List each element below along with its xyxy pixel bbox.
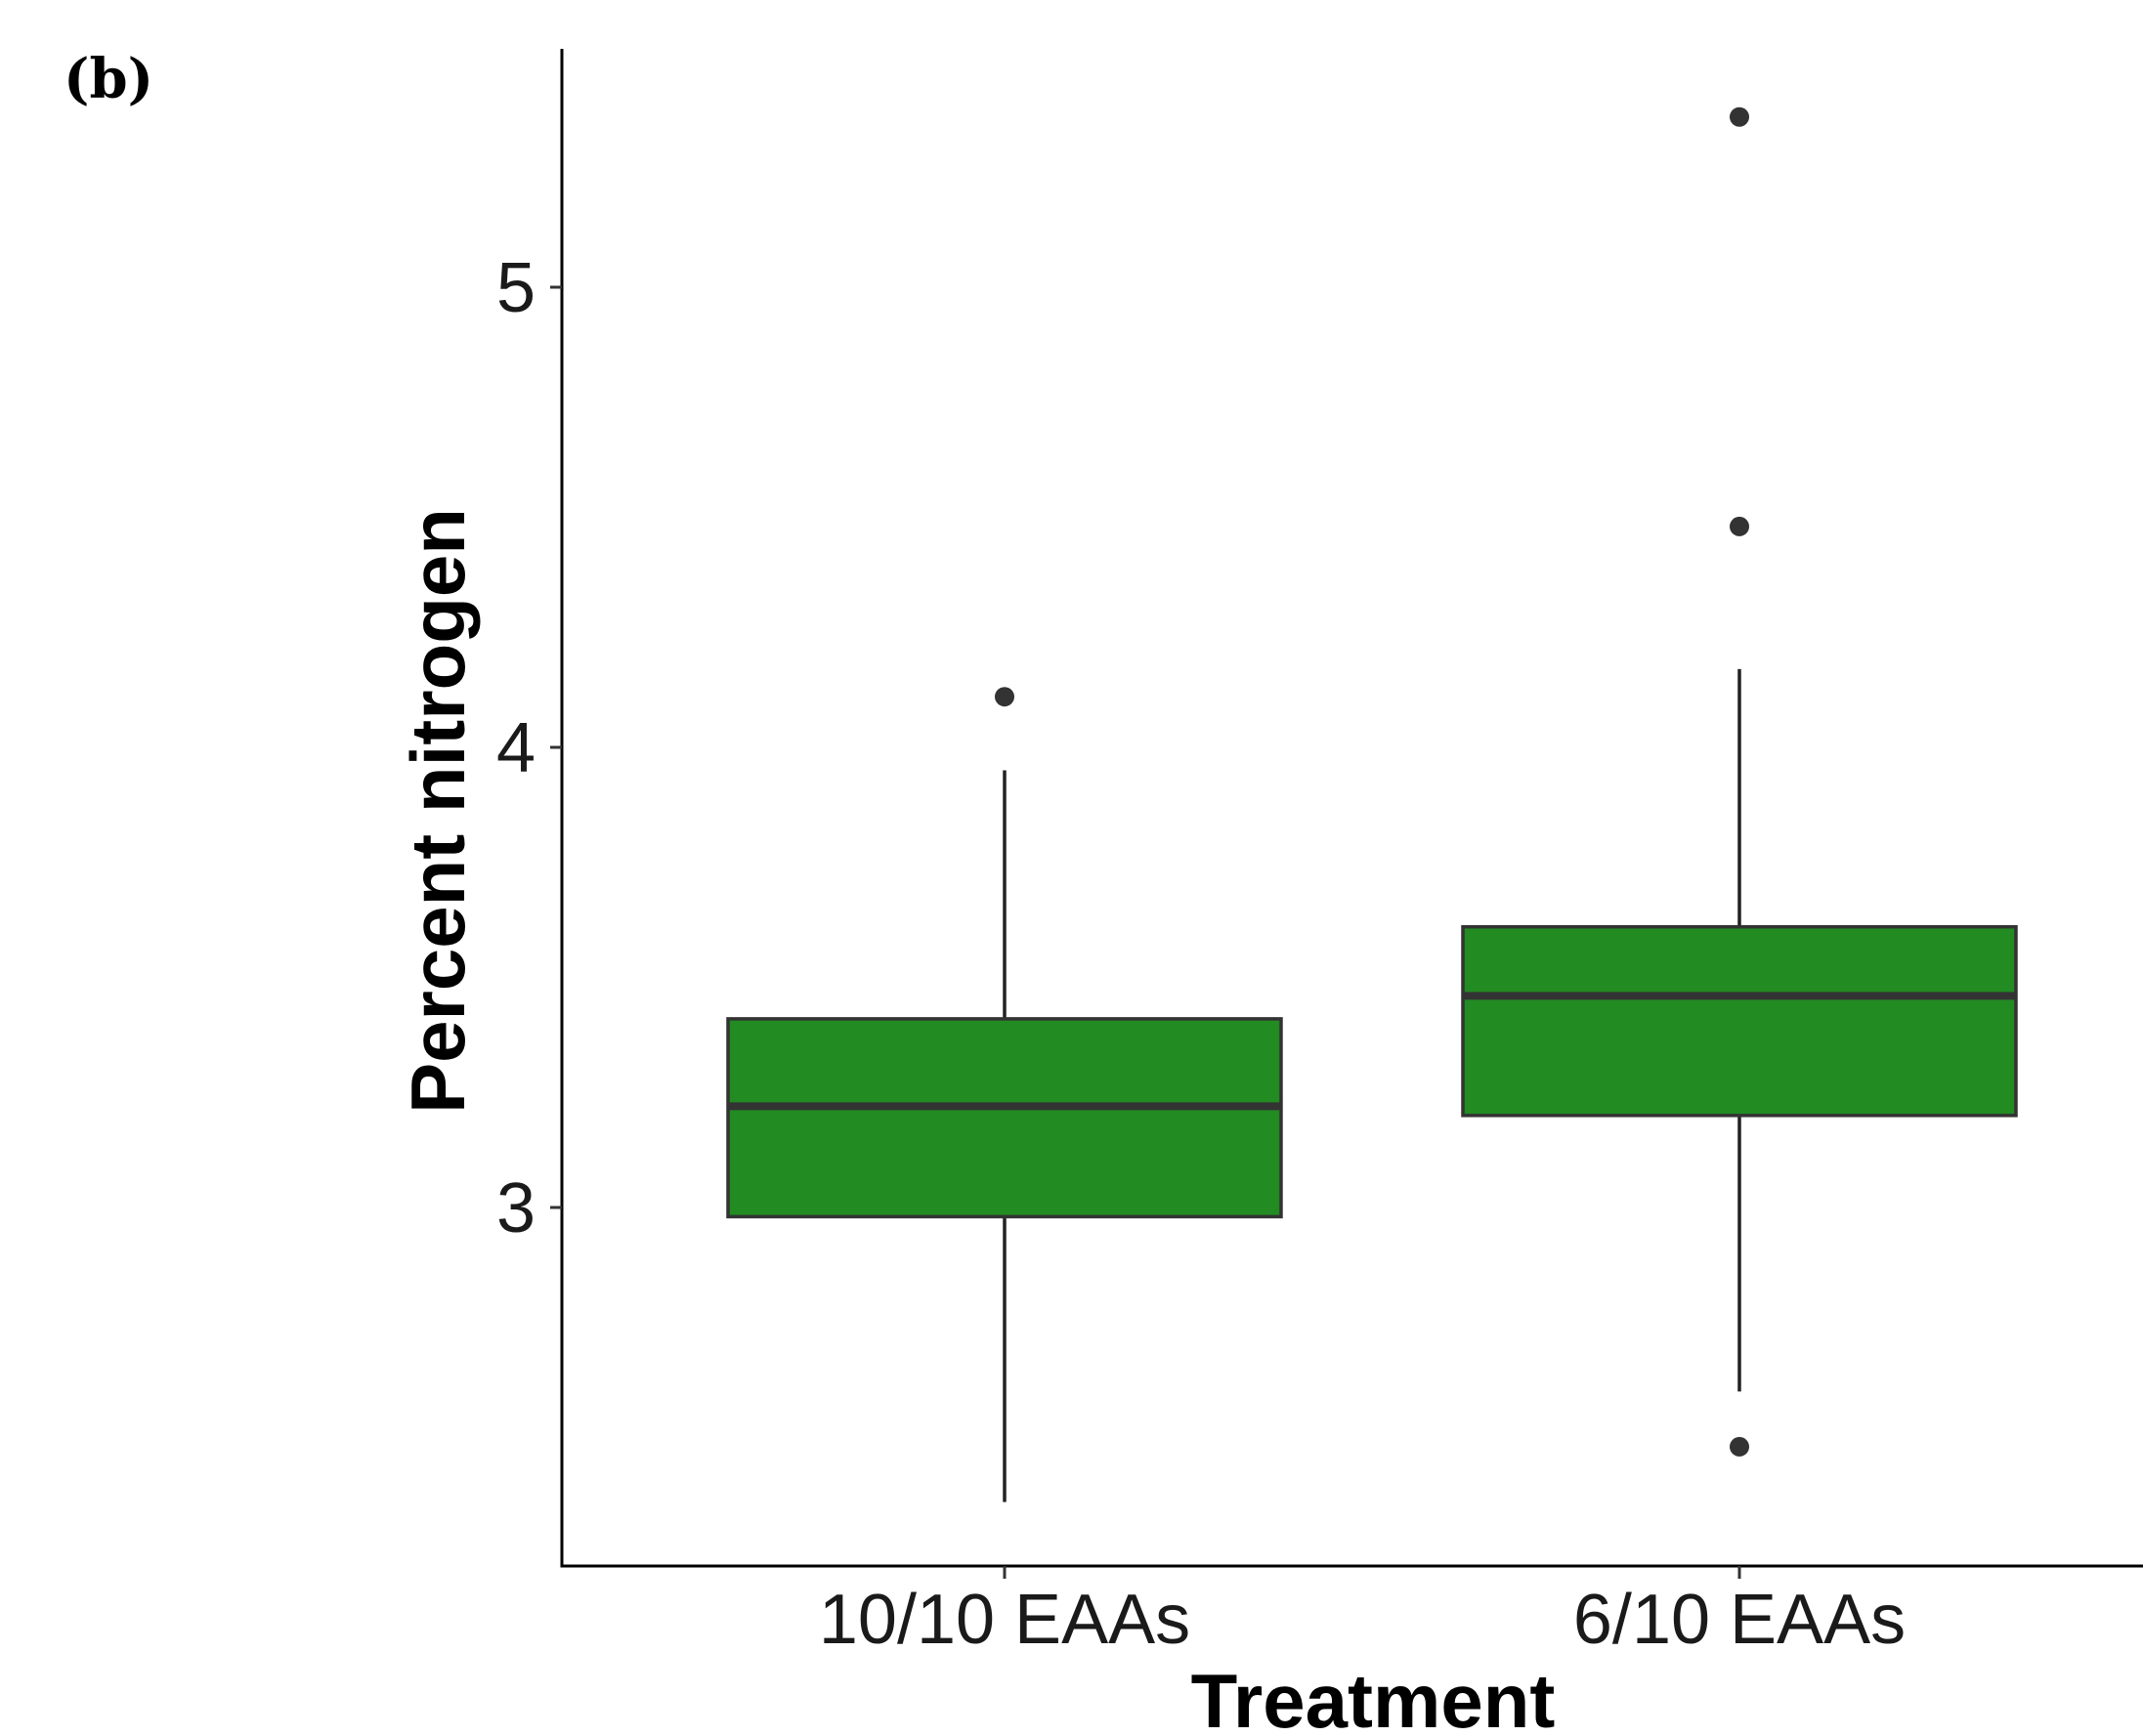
outlier-point	[1730, 516, 1749, 536]
x-axis-title: Treatment	[1191, 1658, 1556, 1736]
y-tick-label: 4	[496, 709, 536, 787]
outlier-point	[1730, 106, 1749, 127]
panel-label: (b)	[64, 47, 153, 111]
box-iqr	[726, 1017, 1283, 1219]
x-axis-ticks: 10/10 EAAs 6/10 EAAs	[819, 1566, 1906, 1659]
box-group	[726, 687, 1283, 1503]
y-axis-title: Percent nitrogen	[395, 508, 481, 1114]
outlier-point	[1730, 1436, 1749, 1457]
y-axis-ticks: 3 4 5	[496, 249, 562, 1248]
box-iqr	[1461, 924, 2018, 1118]
x-tick-label: 10/10 EAAs	[819, 1581, 1190, 1659]
box-group	[1461, 106, 2018, 1457]
y-tick-label: 3	[496, 1169, 536, 1248]
y-tick-label: 5	[496, 249, 536, 327]
outlier-point	[995, 687, 1014, 707]
plot-area	[726, 106, 2018, 1503]
x-tick-label: 6/10 EAAs	[1573, 1581, 1906, 1659]
